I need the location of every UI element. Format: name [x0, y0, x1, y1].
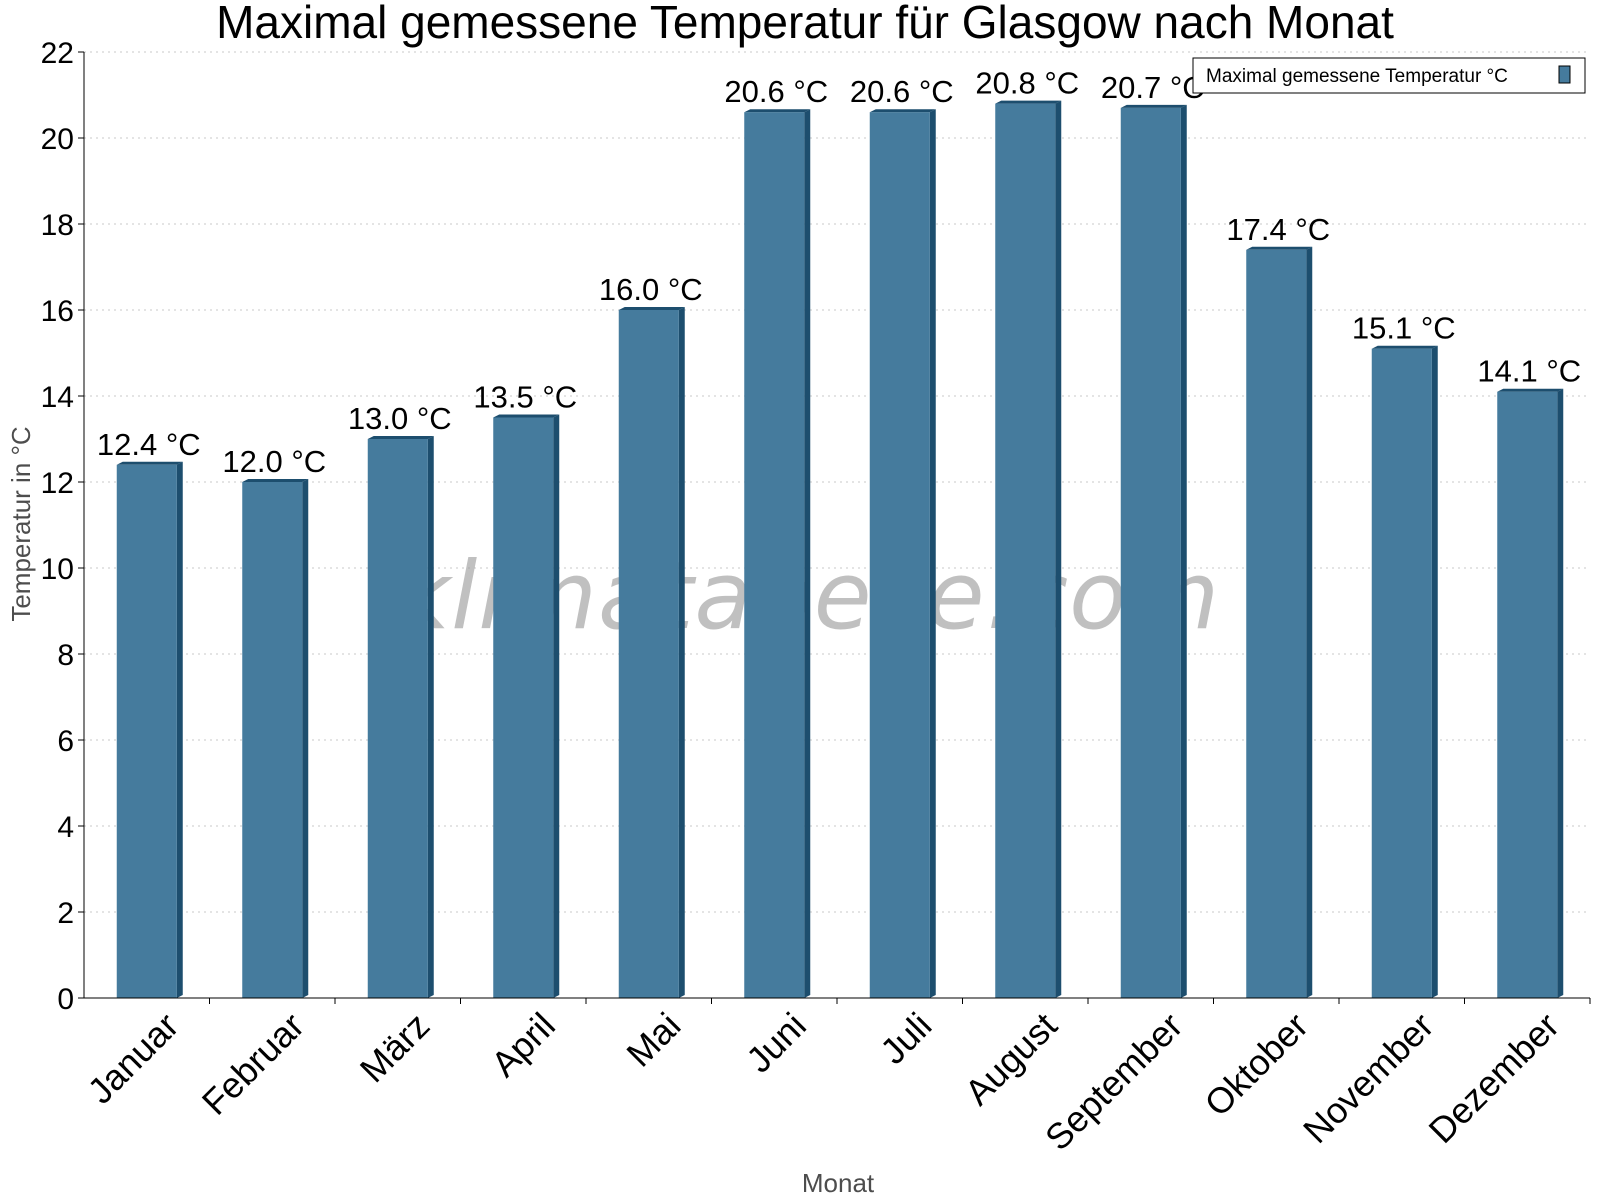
data-label: 14.1 °C: [1477, 354, 1581, 389]
bar-side: [1306, 246, 1313, 999]
bar-side: [427, 436, 434, 998]
y-tick-label: 8: [57, 639, 74, 672]
y-tick-label: 0: [57, 983, 74, 1016]
bar-top: [744, 109, 811, 113]
bar-top: [618, 307, 685, 310]
legend: Maximal gemessene Temperatur °C: [1192, 57, 1586, 94]
y-tick-label: 18: [41, 209, 74, 242]
x-tick-label: März: [352, 1005, 438, 1091]
bar-top: [1371, 345, 1438, 349]
data-label: 13.0 °C: [348, 401, 452, 436]
data-label: 20.6 °C: [724, 74, 828, 109]
bar: [744, 109, 811, 998]
y-axis-ticks: 0 2 4 6 8 10 12 14 16 18 20 22: [41, 37, 84, 1016]
y-tick-label: 14: [41, 381, 74, 414]
bar: [242, 479, 309, 998]
x-tick-label: September: [1037, 1005, 1191, 1159]
bar: [493, 414, 560, 998]
bar-face: [493, 417, 554, 998]
bar: [1497, 388, 1564, 998]
bar-side: [302, 479, 309, 998]
bar-top: [493, 414, 560, 418]
y-tick-label: 12: [41, 467, 74, 500]
bar: [1371, 345, 1438, 998]
data-label: 12.0 °C: [222, 444, 326, 479]
chart-title: Maximal gemessene Temperatur für Glasgow…: [216, 0, 1394, 48]
bar-face: [116, 464, 177, 998]
bar-side: [1431, 345, 1438, 998]
legend-label: Maximal gemessene Temperatur °C: [1206, 66, 1508, 87]
bar-face: [1497, 391, 1558, 998]
bar-top: [116, 461, 183, 465]
data-label: 20.8 °C: [975, 66, 1079, 101]
bar-face: [1120, 107, 1181, 998]
x-tick-label: April: [483, 1005, 563, 1085]
bar: [1120, 104, 1187, 998]
x-tick-label: Januar: [80, 1005, 187, 1112]
x-axis-label: Monat: [802, 1168, 875, 1198]
y-tick-label: 22: [41, 37, 74, 70]
bars: [116, 100, 1564, 999]
bar-side: [1055, 100, 1062, 999]
y-tick-label: 20: [41, 123, 74, 156]
data-label: 13.5 °C: [473, 380, 577, 415]
y-tick-label: 2: [57, 897, 74, 930]
bar-top: [367, 436, 434, 439]
bar-top: [1120, 104, 1187, 108]
bar-side: [176, 461, 183, 998]
bar-face: [618, 310, 679, 998]
x-axis-ticks: Januar Februar März April Mai Juni Juli AugustS…: [80, 998, 1591, 1159]
data-label: 12.4 °C: [97, 427, 201, 462]
y-tick-label: 4: [57, 811, 74, 844]
y-tick-label: 6: [57, 725, 74, 758]
x-tick-label: November: [1295, 1005, 1441, 1151]
bar-side: [1557, 388, 1564, 998]
y-tick-label: 16: [41, 295, 74, 328]
data-label: 20.7 °C: [1101, 70, 1205, 105]
bar-side: [1180, 104, 1187, 998]
bar-top: [869, 109, 936, 113]
x-tick-label: August: [957, 1005, 1065, 1113]
bar: [367, 436, 434, 998]
x-tick-label: Juni: [738, 1005, 814, 1081]
bar-side: [678, 307, 685, 998]
y-tick-label: 10: [41, 553, 74, 586]
x-tick-label: Juli: [872, 1005, 939, 1072]
bar: [1246, 246, 1313, 999]
data-label: 20.6 °C: [850, 74, 954, 109]
x-tick-label: Dezember: [1420, 1005, 1566, 1151]
y-axis-label: Temperatur in °C: [6, 426, 36, 621]
gridlines: [84, 51, 1590, 913]
bar-side: [929, 109, 936, 998]
bar-face: [869, 112, 930, 998]
bar: [618, 307, 685, 998]
bar-face: [1246, 249, 1307, 999]
value-labels: 12.4 °C 12.0 °C 13.0 °C 13.5 °C 16.0 °C 20.6 …: [97, 66, 1581, 479]
bar: [869, 109, 936, 998]
data-label: 16.0 °C: [599, 272, 703, 307]
x-tick-label: Oktober: [1196, 1005, 1316, 1125]
bar-top: [1246, 246, 1313, 250]
bar-face: [242, 482, 303, 998]
bar-side: [804, 109, 811, 998]
bar-top: [242, 479, 309, 482]
legend-box: [1192, 57, 1586, 94]
bar-top: [995, 100, 1062, 104]
data-label: 15.1 °C: [1352, 311, 1456, 346]
x-tick-label: Februar: [194, 1005, 312, 1123]
bar-face: [744, 112, 805, 998]
bar: [995, 100, 1062, 999]
bar-side: [553, 414, 560, 998]
x-tick-label: Mai: [618, 1005, 688, 1075]
bar-top: [1497, 388, 1564, 392]
bar-face: [367, 439, 428, 998]
bar-face: [1371, 348, 1432, 998]
bar: [116, 461, 183, 998]
data-label: 17.4 °C: [1226, 212, 1330, 247]
legend-swatch: [1558, 65, 1571, 84]
bar-face: [995, 103, 1056, 999]
